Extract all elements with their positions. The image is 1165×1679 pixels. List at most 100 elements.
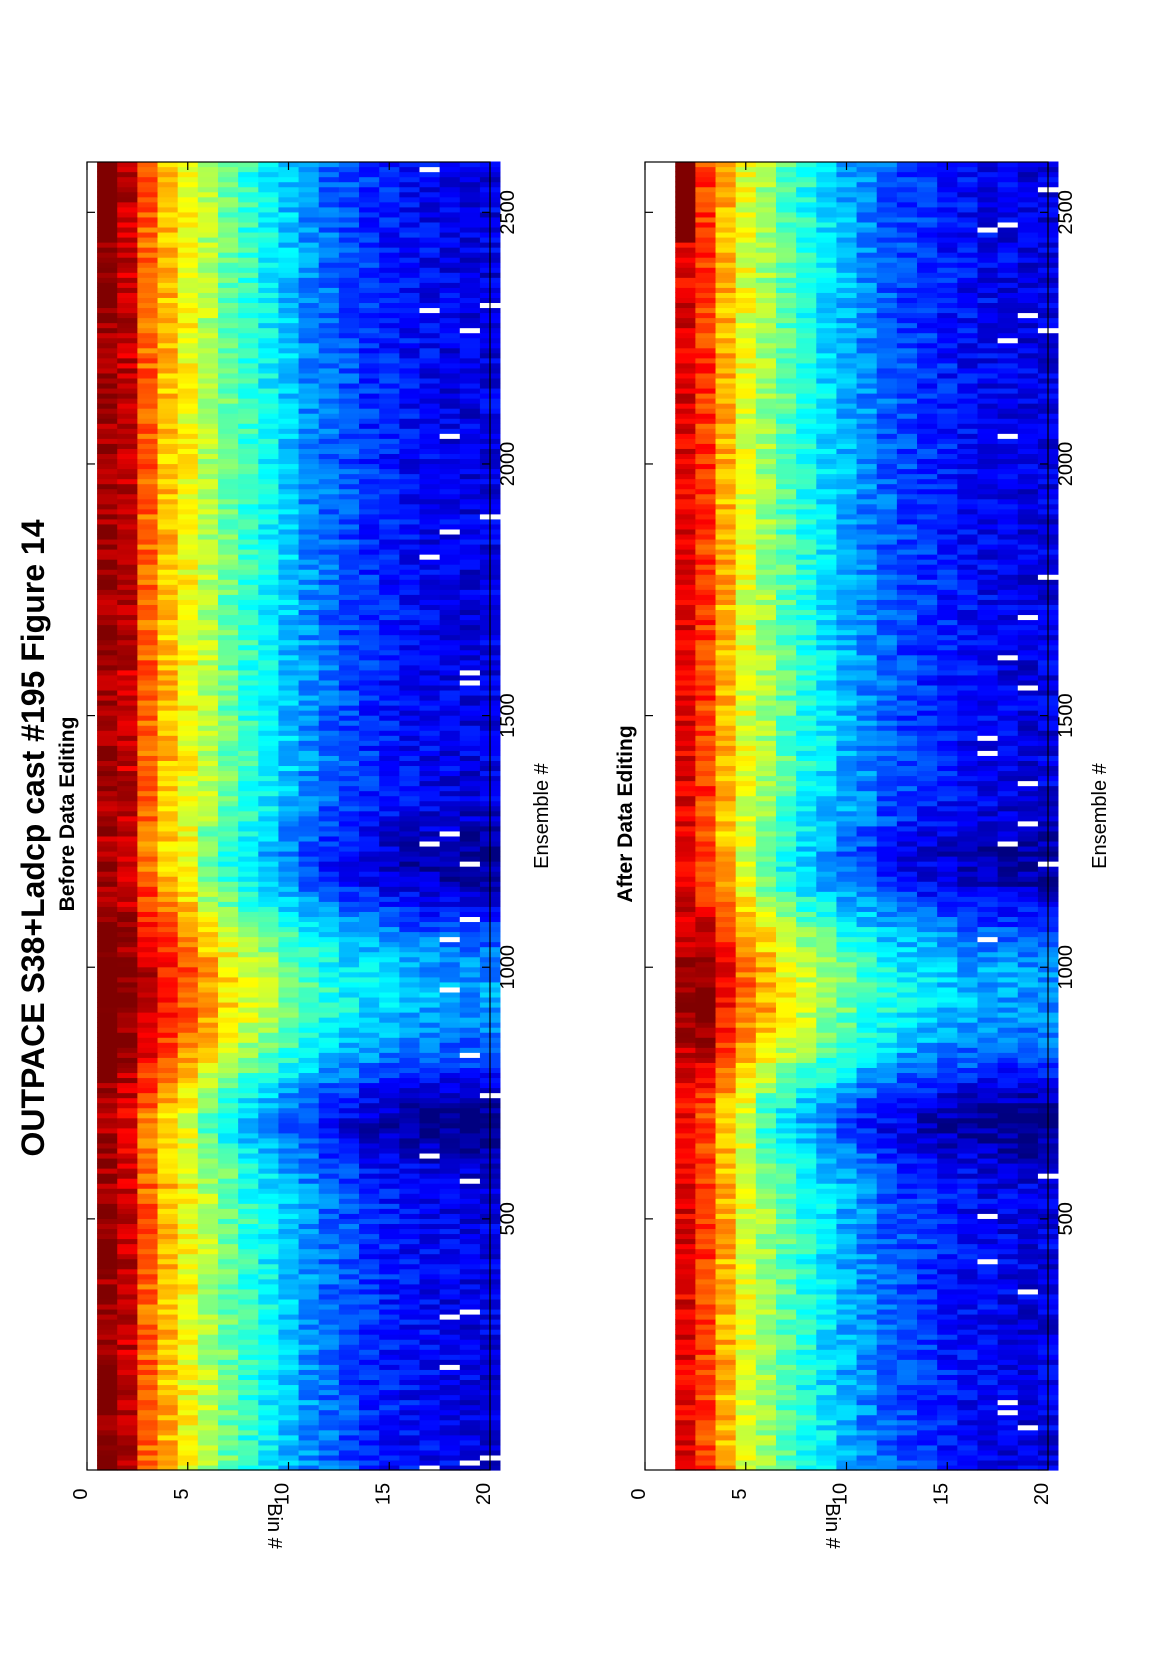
heatmap-cell [197, 1384, 219, 1391]
heatmap-cell [238, 523, 259, 530]
heatmap-cell [298, 433, 320, 439]
heatmap-cell [217, 730, 239, 736]
heatmap-cell [359, 916, 380, 923]
heatmap-cell [97, 398, 118, 404]
heatmap-cell [177, 971, 199, 978]
heatmap-cell [177, 941, 199, 948]
heatmap-cell [459, 1233, 481, 1240]
heatmap-cell [338, 710, 360, 716]
heatmap-cell [318, 1278, 340, 1285]
heatmap-cell [278, 820, 299, 827]
heatmap-cell [197, 307, 219, 314]
heatmap-cell [157, 1092, 179, 1099]
heatmap-cell [318, 317, 340, 324]
heatmap-cell [318, 1334, 340, 1340]
heatmap-cell [278, 1339, 299, 1345]
heatmap-cell [117, 1107, 138, 1114]
heatmap-cell [318, 387, 340, 394]
heatmap-cell [399, 639, 420, 646]
heatmap-cell [379, 1238, 400, 1245]
heatmap-cell [157, 745, 179, 751]
heatmap-cell [137, 785, 158, 792]
heatmap-cell [359, 569, 380, 575]
heatmap-cell [359, 1213, 380, 1219]
heatmap-cell [399, 1278, 420, 1285]
heatmap-cell [298, 211, 320, 218]
heatmap-cell [157, 463, 179, 470]
heatmap-cell [379, 221, 400, 228]
heatmap-cell [459, 1087, 481, 1094]
heatmap-cell [258, 755, 279, 761]
heatmap-cell [318, 468, 340, 475]
heatmap-cell [258, 1444, 279, 1451]
heatmap-cell [399, 795, 420, 802]
heatmap-cell [439, 770, 461, 777]
heatmap-cell [238, 1439, 259, 1446]
heatmap-cell [459, 579, 481, 585]
heatmap-cell [217, 840, 239, 847]
heatmap-cell [419, 896, 441, 902]
heatmap-cell [318, 538, 340, 545]
heatmap-cell [217, 1062, 239, 1068]
heatmap-cell [439, 991, 461, 998]
heatmap-cell [298, 1107, 320, 1114]
heatmap-cell [177, 569, 199, 575]
heatmap-cell [137, 1313, 158, 1320]
heatmap-cell [379, 1319, 400, 1325]
heatmap-cell [238, 538, 259, 545]
heatmap-cell [97, 694, 118, 701]
heatmap-cell [97, 307, 118, 314]
heatmap-cell [177, 448, 199, 454]
heatmap-cell [338, 745, 360, 751]
heatmap-cell [419, 448, 441, 454]
heatmap-cell [278, 1359, 299, 1365]
heatmap-cell [419, 936, 441, 943]
heatmap-cell [217, 1107, 239, 1114]
heatmap-cell [439, 362, 461, 369]
heatmap-cell [97, 1419, 118, 1426]
heatmap-cell [298, 1208, 320, 1214]
heatmap-cell [399, 1082, 420, 1089]
heatmap-cell [399, 292, 420, 298]
heatmap-cell [137, 1394, 158, 1401]
heatmap-cell [379, 1042, 400, 1048]
heatmap-cell [137, 881, 158, 887]
heatmap-cell [97, 1303, 118, 1310]
heatmap-cell [177, 926, 199, 933]
heatmap-cell [379, 267, 400, 273]
heatmap-cell [197, 1198, 219, 1204]
heatmap-cell [399, 1329, 420, 1335]
heatmap-cell [338, 740, 360, 746]
heatmap-cell [137, 382, 158, 389]
heatmap-cell [177, 619, 199, 626]
heatmap-cell [278, 1157, 299, 1164]
heatmap-cell [419, 1183, 441, 1189]
heatmap-cell [419, 1117, 441, 1124]
heatmap-cell [278, 815, 299, 822]
heatmap-cell [97, 1178, 118, 1184]
heatmap-cell [137, 272, 158, 278]
heatmap-cell [217, 1067, 239, 1074]
heatmap-cell [137, 559, 158, 565]
heatmap-cell [459, 820, 481, 827]
heatmap-cell [298, 1092, 320, 1099]
heatmap-cell [318, 1394, 340, 1401]
heatmap-cell [439, 1399, 461, 1406]
heatmap-cell [258, 840, 279, 847]
heatmap-cell [97, 1429, 118, 1436]
heatmap-cell [217, 1173, 239, 1179]
heatmap-cell [137, 1157, 158, 1164]
heatmap-cell [318, 1288, 340, 1295]
heatmap-cell [197, 996, 219, 1003]
heatmap-cell [338, 433, 360, 439]
heatmap-cell [217, 1268, 239, 1275]
heatmap-cell [137, 377, 158, 384]
heatmap-cell [258, 1117, 279, 1124]
heatmap-cell [117, 684, 138, 691]
heatmap-cell [177, 1122, 199, 1129]
heatmap-cell [238, 790, 259, 797]
heatmap-cell [157, 1389, 179, 1396]
heatmap-cell [359, 1429, 380, 1436]
heatmap-cell [419, 513, 441, 520]
heatmap-cell [238, 705, 259, 711]
